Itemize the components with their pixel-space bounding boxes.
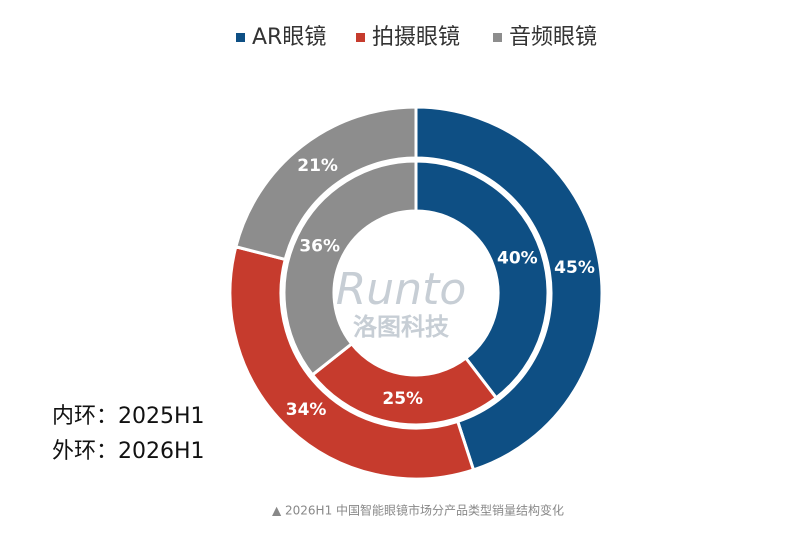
value-label: 21% bbox=[297, 156, 338, 176]
value-label: 25% bbox=[382, 389, 423, 409]
donut-segment bbox=[228, 244, 476, 481]
watermark-latin: Runto bbox=[336, 264, 467, 315]
donut-segment bbox=[414, 105, 604, 472]
value-label: 45% bbox=[554, 258, 595, 278]
value-label: 40% bbox=[497, 249, 538, 269]
legend-label: 音频眼镜 bbox=[509, 25, 597, 50]
legend-swatch bbox=[236, 33, 245, 42]
value-label: 36% bbox=[299, 236, 340, 256]
donut: 40% 25% 36% 45% 34% 21% bbox=[228, 105, 604, 481]
watermark-chinese: 洛图科技 bbox=[353, 313, 450, 341]
ring-name: 外环：2026H1 bbox=[52, 439, 205, 464]
donut-segment bbox=[234, 105, 418, 262]
ring-name: 内环：2025H1 bbox=[52, 404, 205, 429]
legend: AR眼镜 拍摄眼镜 音频眼镜 bbox=[236, 25, 597, 50]
donut-segment bbox=[414, 159, 550, 400]
legend-swatch bbox=[493, 33, 502, 42]
legend-swatch bbox=[356, 33, 365, 42]
donut-segment bbox=[282, 159, 418, 377]
caption: ▲ 2026H1 中国智能眼镜市场分产品类型销量结构变化 bbox=[272, 503, 564, 518]
value-label: 34% bbox=[286, 400, 327, 420]
legend-label: 拍摄眼镜 bbox=[372, 25, 460, 50]
donut-segment bbox=[310, 341, 499, 427]
legend-label: AR眼镜 bbox=[252, 25, 326, 50]
